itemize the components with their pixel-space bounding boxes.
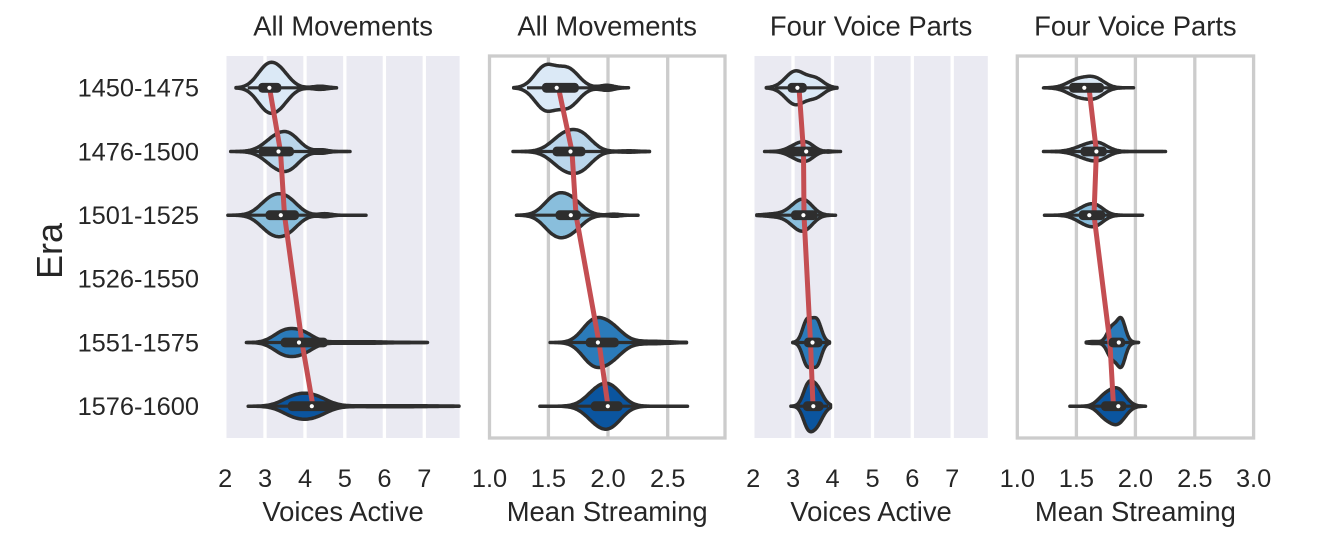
svg-text:All Movements: All Movements	[253, 11, 433, 42]
svg-text:1450-1475: 1450-1475	[78, 75, 199, 103]
svg-text:1.0: 1.0	[472, 465, 507, 493]
svg-text:6: 6	[377, 465, 391, 493]
svg-text:4: 4	[298, 465, 312, 493]
svg-text:Mean Streaming: Mean Streaming	[507, 496, 708, 527]
svg-text:3: 3	[786, 465, 800, 493]
svg-text:7: 7	[945, 465, 959, 493]
svg-text:3.0: 3.0	[1236, 465, 1271, 493]
svg-text:Four Voice Parts: Four Voice Parts	[1034, 11, 1236, 42]
svg-text:Voices Active: Voices Active	[790, 496, 951, 527]
svg-text:2: 2	[218, 465, 232, 493]
svg-text:1501-1525: 1501-1525	[78, 202, 199, 230]
svg-text:6: 6	[905, 465, 919, 493]
svg-text:1.5: 1.5	[1059, 465, 1094, 493]
svg-text:Voices Active: Voices Active	[262, 496, 423, 527]
svg-text:2: 2	[746, 465, 760, 493]
svg-text:7: 7	[417, 465, 431, 493]
svg-text:2.5: 2.5	[650, 465, 685, 493]
svg-text:4: 4	[825, 465, 839, 493]
svg-text:Four Voice Parts: Four Voice Parts	[770, 11, 972, 42]
svg-text:3: 3	[258, 465, 272, 493]
svg-text:All Movements: All Movements	[517, 11, 697, 42]
svg-text:1.5: 1.5	[531, 465, 566, 493]
svg-text:Era: Era	[29, 222, 70, 279]
svg-text:5: 5	[338, 465, 352, 493]
svg-text:1576-1600: 1576-1600	[78, 393, 199, 421]
svg-text:1526-1550: 1526-1550	[78, 266, 199, 294]
svg-text:2.0: 2.0	[1118, 465, 1153, 493]
svg-text:2.0: 2.0	[590, 465, 625, 493]
svg-text:1.0: 1.0	[1000, 465, 1035, 493]
svg-text:5: 5	[865, 465, 879, 493]
svg-text:Mean Streaming: Mean Streaming	[1035, 496, 1236, 527]
svg-text:1551-1575: 1551-1575	[78, 329, 199, 357]
svg-text:2.5: 2.5	[1177, 465, 1212, 493]
svg-text:1476-1500: 1476-1500	[78, 138, 199, 166]
